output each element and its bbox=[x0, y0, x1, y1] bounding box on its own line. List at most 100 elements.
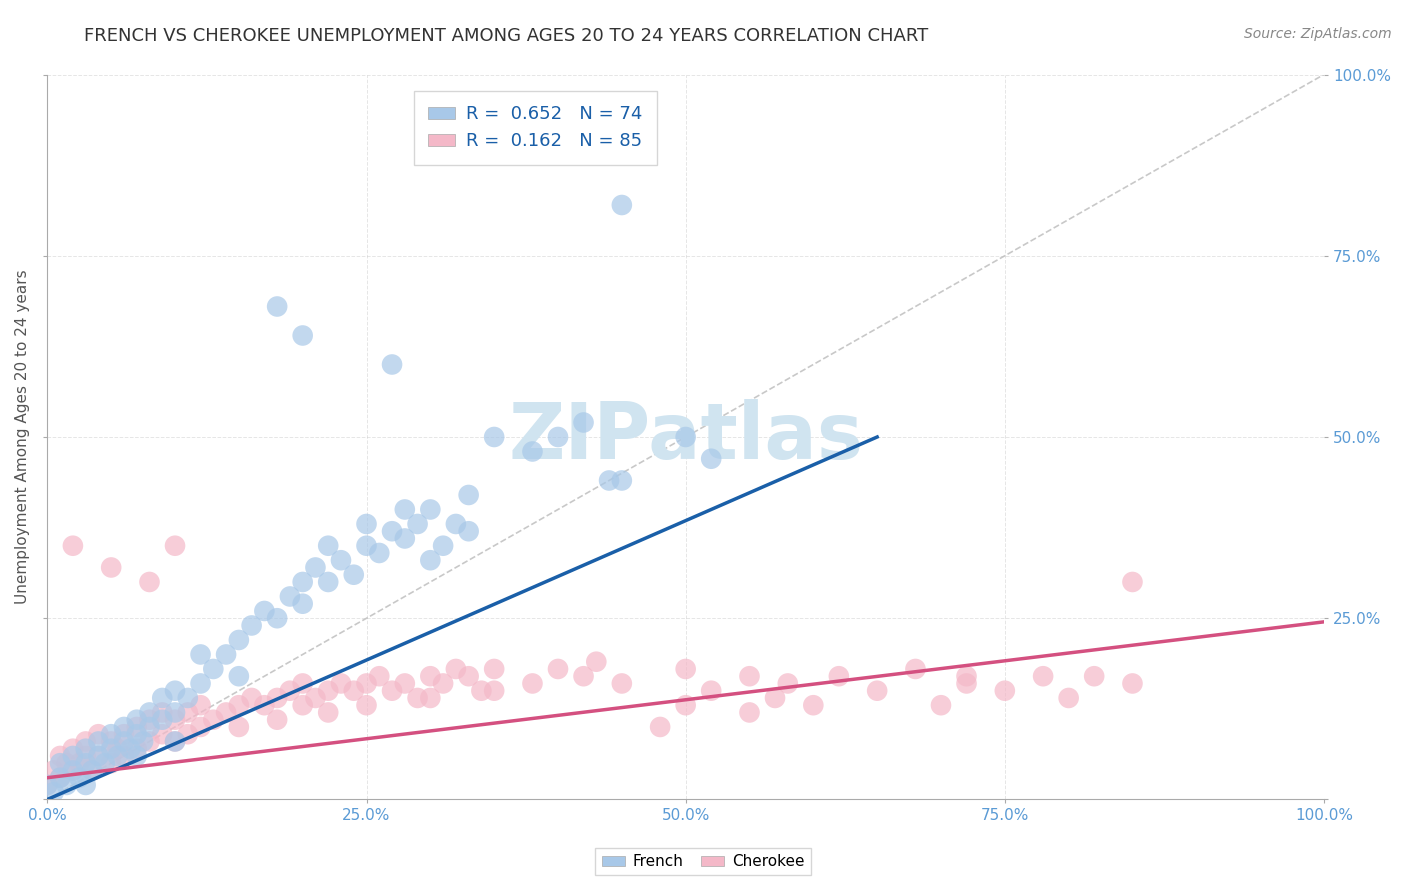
Point bbox=[67, 756, 90, 771]
Point bbox=[482, 683, 505, 698]
Point bbox=[190, 648, 212, 662]
Point bbox=[610, 474, 633, 488]
Point bbox=[55, 756, 77, 771]
Point bbox=[1083, 669, 1105, 683]
Point bbox=[406, 690, 429, 705]
Point bbox=[94, 756, 117, 771]
Point bbox=[163, 706, 186, 720]
Point bbox=[432, 676, 454, 690]
Point bbox=[598, 474, 620, 488]
Point bbox=[240, 690, 263, 705]
Point bbox=[482, 430, 505, 444]
Point bbox=[457, 669, 479, 683]
Point bbox=[177, 727, 200, 741]
Point bbox=[138, 574, 160, 589]
Point bbox=[343, 683, 366, 698]
Point bbox=[150, 713, 173, 727]
Point bbox=[202, 713, 225, 727]
Point bbox=[163, 539, 186, 553]
Legend: R =  0.652   N = 74, R =  0.162   N = 85: R = 0.652 N = 74, R = 0.162 N = 85 bbox=[413, 91, 657, 165]
Point bbox=[278, 683, 301, 698]
Text: Source: ZipAtlas.com: Source: ZipAtlas.com bbox=[1244, 27, 1392, 41]
Point bbox=[356, 698, 378, 713]
Point bbox=[700, 451, 723, 466]
Point bbox=[675, 698, 697, 713]
Point bbox=[394, 532, 416, 546]
Point bbox=[125, 741, 148, 756]
Point bbox=[37, 778, 59, 792]
Point bbox=[49, 748, 72, 763]
Point bbox=[177, 690, 200, 705]
Point bbox=[381, 524, 404, 539]
Point bbox=[125, 713, 148, 727]
Point bbox=[49, 771, 72, 785]
Point bbox=[138, 720, 160, 734]
Point bbox=[150, 706, 173, 720]
Point bbox=[316, 683, 339, 698]
Point bbox=[100, 734, 122, 748]
Point bbox=[80, 764, 103, 778]
Point bbox=[266, 300, 288, 314]
Point bbox=[75, 778, 97, 792]
Point bbox=[356, 539, 378, 553]
Point bbox=[304, 560, 326, 574]
Point bbox=[610, 198, 633, 212]
Point bbox=[266, 611, 288, 625]
Point bbox=[291, 676, 314, 690]
Point bbox=[125, 748, 148, 763]
Point bbox=[572, 669, 595, 683]
Legend: French, Cherokee: French, Cherokee bbox=[596, 848, 810, 875]
Point bbox=[291, 698, 314, 713]
Point bbox=[87, 727, 110, 741]
Point bbox=[49, 771, 72, 785]
Point bbox=[190, 676, 212, 690]
Point bbox=[240, 618, 263, 632]
Point bbox=[1121, 676, 1143, 690]
Point bbox=[1057, 690, 1080, 705]
Point bbox=[112, 748, 135, 763]
Point bbox=[55, 778, 77, 792]
Point bbox=[125, 720, 148, 734]
Point bbox=[215, 648, 238, 662]
Point bbox=[381, 683, 404, 698]
Point bbox=[368, 546, 391, 560]
Point bbox=[112, 727, 135, 741]
Point bbox=[675, 662, 697, 676]
Point bbox=[522, 444, 544, 458]
Point bbox=[547, 430, 569, 444]
Text: FRENCH VS CHEROKEE UNEMPLOYMENT AMONG AGES 20 TO 24 YEARS CORRELATION CHART: FRENCH VS CHEROKEE UNEMPLOYMENT AMONG AG… bbox=[84, 27, 928, 45]
Point bbox=[163, 683, 186, 698]
Point bbox=[125, 727, 148, 741]
Point bbox=[738, 706, 761, 720]
Point bbox=[700, 683, 723, 698]
Point bbox=[62, 764, 84, 778]
Point bbox=[253, 698, 276, 713]
Point bbox=[163, 734, 186, 748]
Point bbox=[100, 756, 122, 771]
Point bbox=[316, 539, 339, 553]
Point bbox=[929, 698, 952, 713]
Point bbox=[522, 676, 544, 690]
Point bbox=[650, 720, 672, 734]
Point bbox=[432, 539, 454, 553]
Point bbox=[994, 683, 1017, 698]
Point bbox=[955, 669, 977, 683]
Point bbox=[330, 676, 353, 690]
Point bbox=[177, 706, 200, 720]
Point bbox=[215, 706, 238, 720]
Point bbox=[343, 567, 366, 582]
Point bbox=[190, 720, 212, 734]
Point bbox=[394, 676, 416, 690]
Point bbox=[776, 676, 799, 690]
Point bbox=[1032, 669, 1054, 683]
Point bbox=[75, 756, 97, 771]
Point bbox=[112, 720, 135, 734]
Point bbox=[1121, 574, 1143, 589]
Point bbox=[266, 690, 288, 705]
Point bbox=[278, 590, 301, 604]
Point bbox=[457, 524, 479, 539]
Point bbox=[482, 662, 505, 676]
Point bbox=[801, 698, 824, 713]
Point bbox=[87, 748, 110, 763]
Point bbox=[138, 734, 160, 748]
